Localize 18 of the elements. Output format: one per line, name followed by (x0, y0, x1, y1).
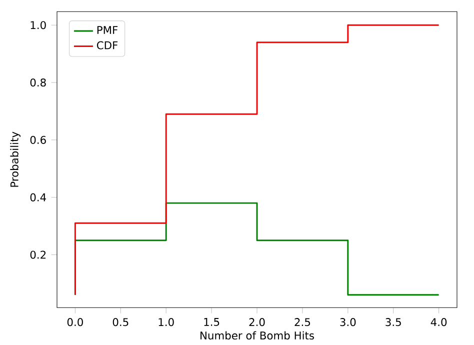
x-tick-label: 2.0 (249, 318, 265, 326)
y-tick-label: 0.8 (30, 78, 46, 87)
legend-label: PMF (97, 26, 118, 34)
legend-label: CDF (96, 41, 118, 50)
x-axis-title: Number of Bomb Hits (200, 331, 314, 340)
y-axis-title: Probability (10, 132, 20, 187)
x-tick-label: 4.0 (430, 318, 447, 326)
y-tick-label: 0.2 (30, 250, 46, 259)
x-tick-label: 0.0 (67, 318, 83, 326)
x-tick-label: 3.5 (386, 318, 401, 326)
y-tick-label: 1.0 (30, 21, 46, 30)
x-tick-label: 0.5 (112, 318, 128, 326)
x-tick-label: 2.5 (294, 318, 310, 326)
y-tick-label: 0.6 (30, 136, 46, 144)
y-tick-label: 0.4 (30, 193, 46, 202)
x-tick-label: 3.0 (340, 318, 356, 326)
x-tick-label: 1.0 (158, 318, 174, 326)
x-tick-label: 1.5 (204, 318, 220, 326)
